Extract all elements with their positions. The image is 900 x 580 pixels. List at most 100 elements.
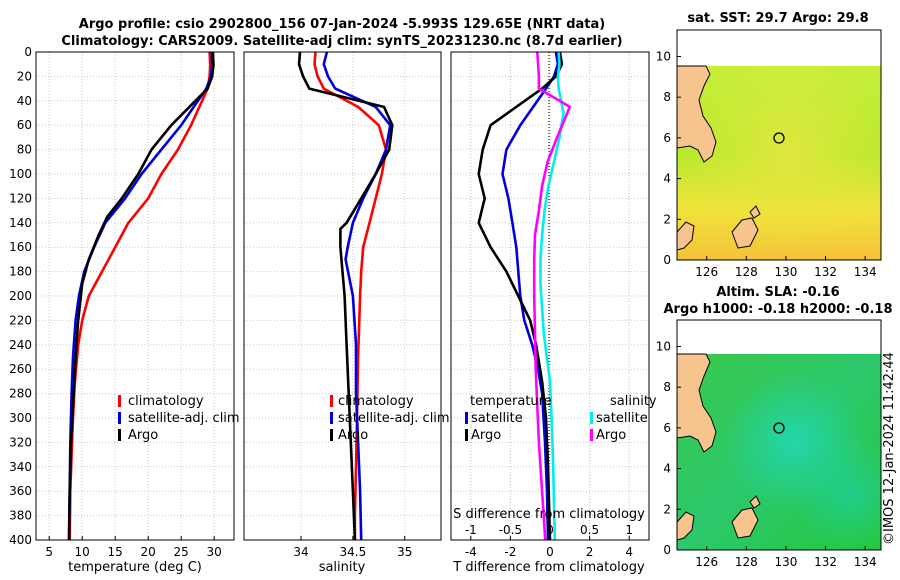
y-tick-label: 380 — [9, 509, 32, 523]
s-difference-xticks: -1 -0.5 0 0.5 1 — [465, 523, 633, 537]
figure-title-line2: Climatology: CARS2009. Satellite-adj cli… — [61, 34, 622, 49]
x2-tick-label: 0.5 — [580, 523, 599, 537]
y-tick-label: 120 — [9, 191, 32, 205]
legend-label-climatology: climatology — [128, 394, 204, 409]
legend-swatch-t-argo — [465, 429, 468, 441]
lon-tick-label: 130 — [774, 555, 797, 569]
lon-tick-label: 126 — [695, 265, 718, 279]
sst-map-panel: sat. SST: 29.7 Argo: 29.8 126 128 130 132 13… — [656, 11, 882, 279]
salinity-frame — [243, 51, 442, 541]
legend-label-satellite: satellite-adj. clim — [338, 411, 450, 426]
lon-tick-label: 126 — [695, 555, 718, 569]
y-tick-label: 300 — [9, 411, 32, 425]
y-tick-label: 400 — [9, 533, 32, 547]
temperature-lines — [67, 52, 215, 540]
lat-tick-label: 8 — [663, 90, 671, 104]
y-tick-label: 80 — [17, 143, 32, 157]
lon-tick-label: 134 — [854, 555, 877, 569]
series-line-argo — [297, 52, 394, 540]
x-tick-label: 4 — [625, 545, 633, 559]
temperature-frame — [35, 51, 235, 541]
temperature-legend: climatology satellite-adj. clim Argo — [118, 394, 240, 443]
salinity-legend: climatology satellite-adj. clim Argo — [330, 394, 450, 443]
legend-swatch-argo — [330, 429, 333, 441]
sla-map-title-line2: Argo h1000: -0.18 h2000: -0.18 — [663, 302, 892, 317]
lat-tick-label: 4 — [663, 462, 671, 476]
y-tick-label: 280 — [9, 387, 32, 401]
series-line-s-satellite — [539, 52, 565, 540]
legend-label-t-satellite: satellite — [471, 411, 523, 426]
legend-title-salinity: salinity — [610, 394, 657, 409]
x2-tick-label: -1 — [465, 523, 477, 537]
legend-swatch-s-argo — [590, 429, 593, 441]
land-mindanao — [677, 65, 717, 163]
y-tick-label: 40 — [17, 94, 32, 108]
y-tick-label: 360 — [9, 484, 32, 498]
legend-swatch-satellite — [330, 412, 333, 424]
x-tick-label: 0 — [546, 545, 554, 559]
x2-tick-label: 1 — [625, 523, 633, 537]
y-tick-label: 260 — [9, 362, 32, 376]
salinity-lines — [297, 52, 394, 540]
lat-tick-label: 0 — [663, 543, 671, 557]
difference-panel: -4 -2 0 2 4 -1 -0.5 0 0.5 1 S difference from cl… — [450, 51, 657, 575]
land-island — [749, 495, 761, 509]
x-tick-label: 34.5 — [340, 545, 367, 559]
series-line-t-argo — [477, 52, 564, 540]
x-tick-label: 34 — [293, 545, 308, 559]
x-tick-label: -2 — [504, 545, 516, 559]
salinity-xlabel: salinity — [319, 560, 366, 575]
x-tick-label: 10 — [75, 545, 90, 559]
temperature-xlabel: temperature (deg C) — [68, 560, 202, 575]
t-difference-xticks: -4 -2 0 2 4 — [465, 536, 633, 559]
sst-map-lat-ticks: 0 2 4 6 8 10 — [656, 49, 681, 267]
land-halmahera — [731, 507, 759, 539]
sla-map-frame — [676, 319, 882, 551]
x2-tick-label: 0 — [546, 523, 554, 537]
series-line-s-argo — [532, 52, 572, 540]
y-tick-label: 160 — [9, 240, 32, 254]
legend-swatch-argo — [118, 429, 121, 441]
salinity-xticks: 34 34.5 35 — [293, 536, 412, 559]
lon-tick-label: 128 — [735, 555, 758, 569]
lat-tick-label: 2 — [663, 212, 671, 226]
legend-label-argo: Argo — [128, 428, 158, 443]
x-tick-label: 20 — [141, 545, 156, 559]
temperature-grid — [36, 51, 234, 541]
salinity-grid — [244, 51, 441, 541]
t-difference-xlabel: T difference from climatology — [452, 560, 645, 575]
sla-map-lon-ticks: 126 128 130 132 134 — [695, 546, 877, 569]
figure-title-line1: Argo profile: csio 2902800_156 07-Jan-20… — [79, 17, 605, 32]
legend-label-s-satellite: satellite — [596, 411, 648, 426]
lon-tick-label: 130 — [774, 265, 797, 279]
y-tick-label: 200 — [9, 289, 32, 303]
sla-map-lat-ticks: 0 2 4 6 8 10 — [656, 339, 681, 557]
sla-map-title-line1: Altim. SLA: -0.16 — [716, 285, 839, 300]
legend-swatch-climatology — [330, 395, 333, 407]
difference-legend: temperature satellite Argo salinity sate… — [465, 394, 657, 443]
y-tick-label: 220 — [9, 313, 32, 327]
legend-label-satellite: satellite-adj. clim — [128, 411, 240, 426]
sla-map-panel: Altim. SLA: -0.16 Argo h1000: -0.18 h200… — [656, 285, 893, 569]
lon-tick-label: 134 — [854, 265, 877, 279]
legend-title-temperature: temperature — [470, 394, 552, 409]
x-tick-label: 2 — [586, 545, 594, 559]
y-tick-label: 340 — [9, 460, 32, 474]
lat-tick-label: 2 — [663, 502, 671, 516]
lon-tick-label: 132 — [814, 265, 837, 279]
temperature-panel: 5 10 15 20 25 30 0 20 40 60 80 100 120 140 160 180 200 2… — [9, 45, 240, 575]
lat-tick-label: 4 — [663, 172, 671, 186]
lon-tick-label: 132 — [814, 555, 837, 569]
land-halmahera — [731, 217, 759, 249]
sst-map-image — [677, 30, 881, 260]
series-line-satellite-adj-clim — [322, 52, 392, 540]
x2-tick-label: -0.5 — [499, 523, 522, 537]
lat-tick-label: 10 — [656, 339, 671, 353]
x-tick-label: 5 — [45, 545, 53, 559]
y-tick-label: 140 — [9, 216, 32, 230]
imos-credit: ©IMOS 12-Jan-2024 11:42:44 — [882, 352, 897, 545]
depth-yticks: 0 20 40 60 80 100 120 140 160 180 200 220 240 260 280 3… — [9, 45, 32, 547]
legend-label-climatology: climatology — [338, 394, 414, 409]
lat-tick-label: 8 — [663, 380, 671, 394]
